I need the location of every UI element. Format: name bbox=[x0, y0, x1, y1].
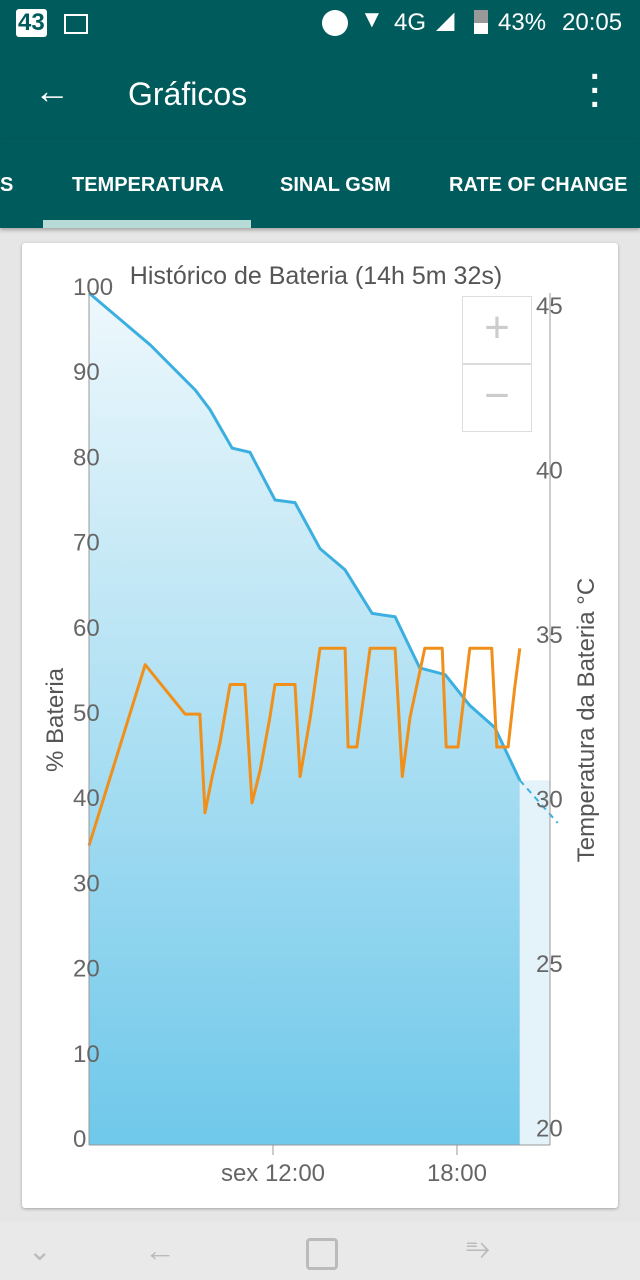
y-tick-label: 80 bbox=[73, 444, 100, 471]
y-tick-label: 10 bbox=[73, 1041, 100, 1068]
tab-sinal-gsm[interactable]: SINAL GSM bbox=[280, 174, 391, 196]
selected-tab-indicator bbox=[43, 220, 251, 228]
signal-icon: ◢ bbox=[436, 7, 455, 34]
zoom-in-button[interactable]: + bbox=[462, 296, 532, 364]
home-icon[interactable] bbox=[306, 1238, 338, 1270]
toolbar: ← Gráficos · · · bbox=[0, 48, 640, 140]
chevron-down-icon[interactable]: ⌄ bbox=[28, 1235, 52, 1266]
zoom-out-button[interactable]: − bbox=[462, 364, 532, 432]
battery-icon bbox=[474, 10, 488, 34]
y2-tick-label: 40 bbox=[536, 458, 563, 485]
y-tick-label: 0 bbox=[73, 1126, 86, 1153]
battery-projection-line bbox=[519, 779, 559, 824]
y-tick-label: 70 bbox=[73, 530, 100, 557]
y-axis-label: % Bateria bbox=[42, 667, 69, 772]
tab-rate-of-change[interactable]: RATE OF CHANGE bbox=[449, 174, 628, 196]
y-tick-label: 30 bbox=[73, 870, 100, 897]
y-tick-label: 100 bbox=[73, 274, 113, 301]
chart-title: Histórico de Bateria (14h 5m 32s) bbox=[130, 262, 502, 290]
y2-tick-label: 30 bbox=[536, 787, 563, 814]
image-icon bbox=[64, 14, 88, 34]
tab-partial[interactable]: S bbox=[0, 174, 14, 196]
battery-percent: 43% bbox=[498, 9, 547, 36]
more-vert-icon[interactable]: · · · bbox=[590, 58, 602, 124]
temperature-line bbox=[87, 646, 522, 847]
y2-tick-label: 35 bbox=[536, 622, 563, 649]
page-title: Gráficos bbox=[128, 76, 248, 112]
navigation-bar: ⌄ ← ⥱ bbox=[0, 1222, 640, 1280]
status-bar: 43 ▼ 4G ◢ 43% 20:05 bbox=[0, 0, 640, 48]
y2-tick-label: 25 bbox=[536, 951, 563, 978]
y2-axis-label: Temperatura da Bateria °C bbox=[573, 578, 600, 862]
y2-tick-label: 20 bbox=[536, 1116, 563, 1143]
y-tick-label: 50 bbox=[73, 700, 100, 727]
y-tick-label: 90 bbox=[73, 359, 100, 386]
tab-bar: S TEMPERATURA SINAL GSM RATE OF CHANGE bbox=[0, 140, 640, 228]
y2-tick-label: 45 bbox=[536, 293, 563, 320]
y-tick-label: 60 bbox=[73, 615, 100, 642]
x-tick-label: 18:00 bbox=[427, 1160, 487, 1187]
recents-icon[interactable]: ⥱ bbox=[466, 1232, 490, 1265]
tab-temperatura[interactable]: TEMPERATURA bbox=[72, 174, 224, 196]
arrow-left-icon[interactable]: ← bbox=[34, 70, 70, 111]
back-icon[interactable]: ← bbox=[144, 1232, 176, 1268]
notification-count-icon: 43 bbox=[16, 9, 47, 37]
x-tick-label: sex 12:00 bbox=[221, 1160, 325, 1187]
battery-line bbox=[88, 291, 522, 781]
do-not-disturb-icon bbox=[322, 10, 348, 36]
battery-area bbox=[89, 293, 520, 1145]
wifi-icon: ▼ bbox=[360, 6, 384, 33]
projection-area bbox=[519, 780, 550, 1145]
y-tick-label: 20 bbox=[73, 956, 100, 983]
y-tick-label: 40 bbox=[73, 785, 100, 812]
clock: 20:05 bbox=[562, 9, 623, 36]
network-type: 4G bbox=[394, 9, 427, 36]
